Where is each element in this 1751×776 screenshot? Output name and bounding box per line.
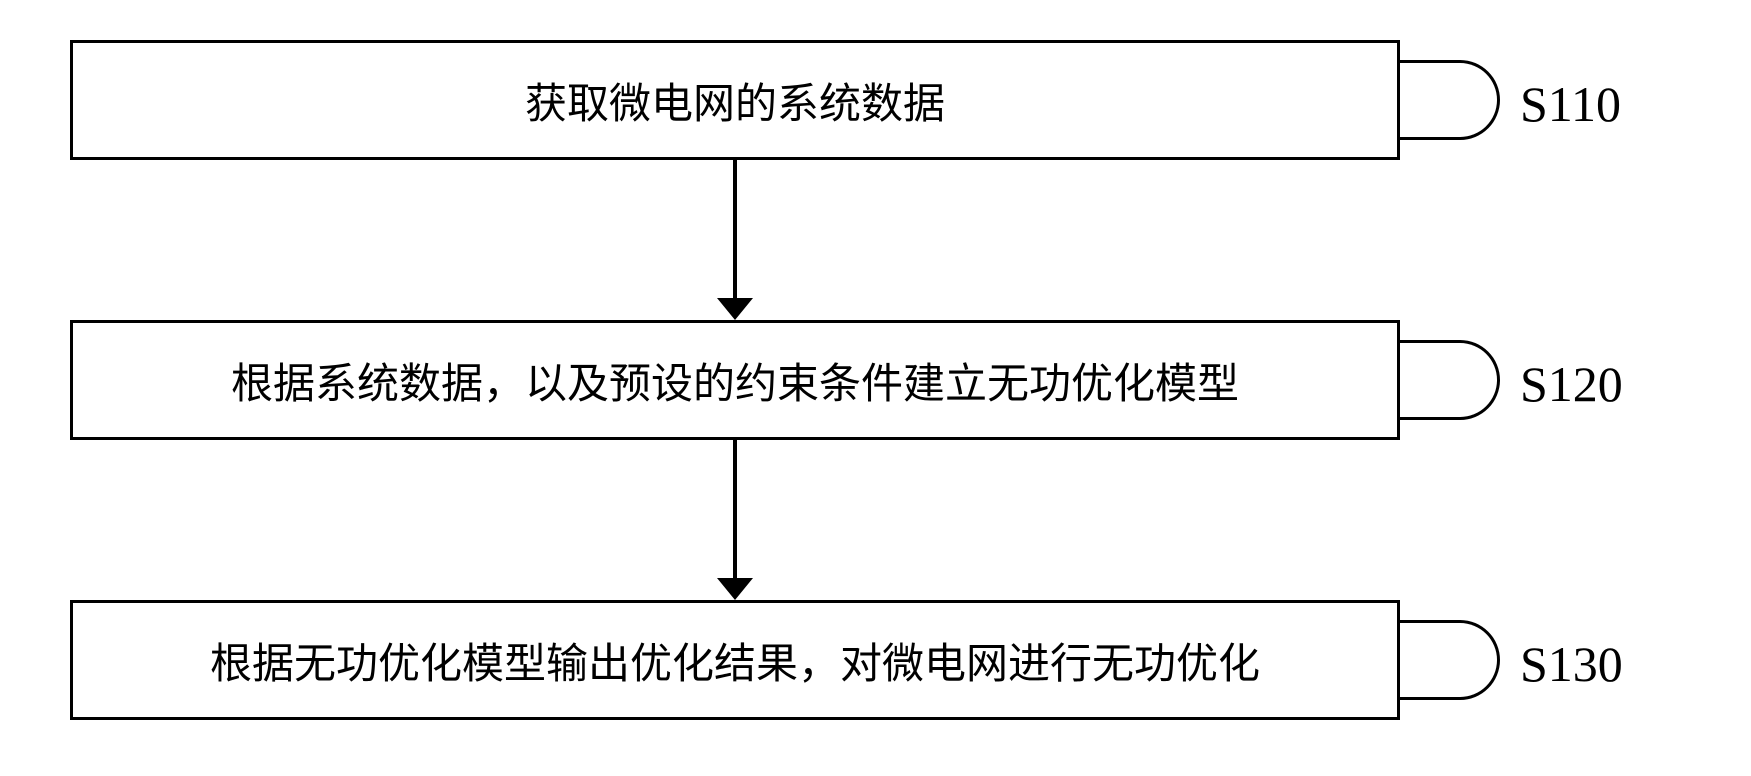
step-label-1: S110 — [1520, 75, 1621, 133]
bracket-2 — [1400, 340, 1500, 420]
arrow-1-line — [733, 160, 737, 300]
bracket-1 — [1400, 60, 1500, 140]
step-label-3: S130 — [1520, 635, 1623, 693]
flow-step-3-text: 根据无功优化模型输出优化结果，对微电网进行无功优化 — [210, 630, 1260, 691]
flow-step-1: 获取微电网的系统数据 — [70, 40, 1400, 160]
step-label-2: S120 — [1520, 355, 1623, 413]
flow-step-3: 根据无功优化模型输出优化结果，对微电网进行无功优化 — [70, 600, 1400, 720]
flow-step-2-text: 根据系统数据，以及预设的约束条件建立无功优化模型 — [231, 350, 1239, 411]
arrow-2-head — [717, 578, 753, 600]
flow-step-2: 根据系统数据，以及预设的约束条件建立无功优化模型 — [70, 320, 1400, 440]
arrow-1-head — [717, 298, 753, 320]
flow-step-1-text: 获取微电网的系统数据 — [525, 70, 945, 131]
arrow-2-line — [733, 440, 737, 580]
bracket-3 — [1400, 620, 1500, 700]
